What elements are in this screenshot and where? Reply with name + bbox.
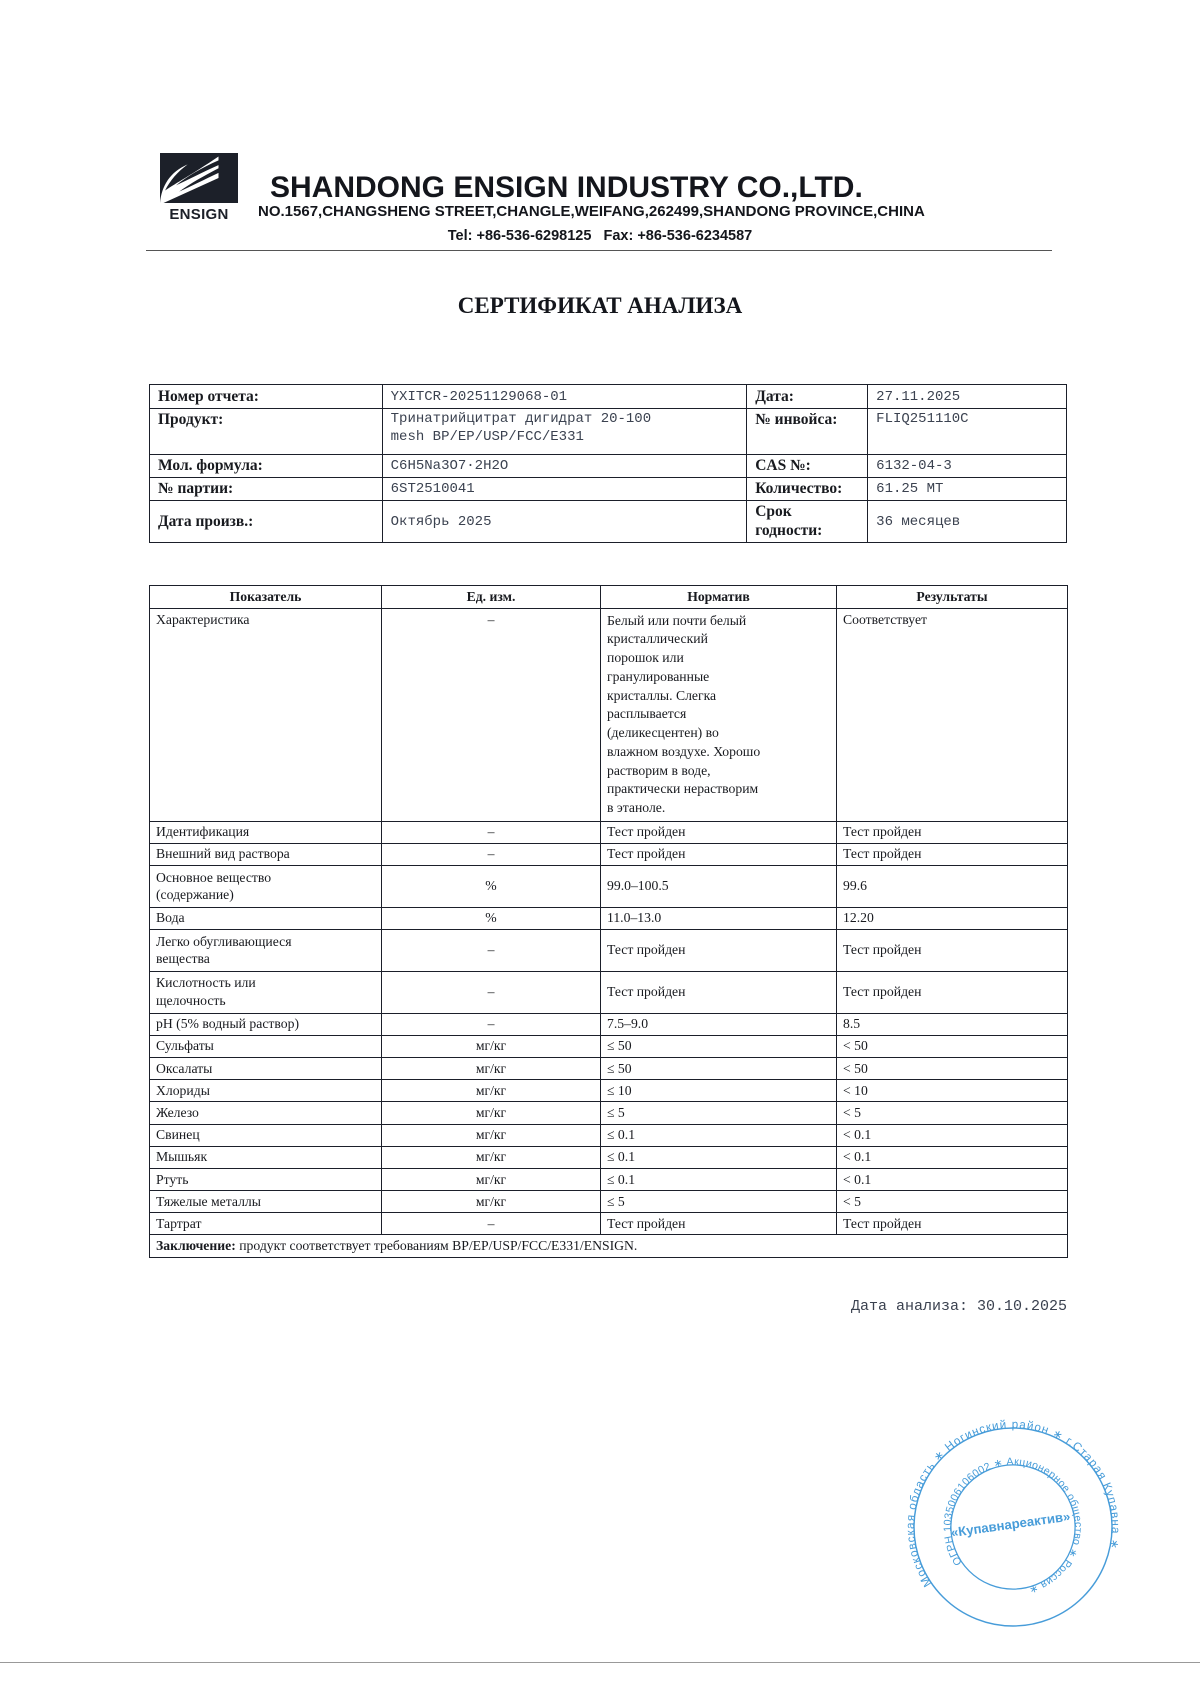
svg-text:Московская область ∗ Ногинский: Московская область ∗ Ногинский район ∗ г… [905,1419,1121,1589]
svg-text:«Купавнареактив»: «Купавнареактив» [950,1509,1071,1541]
